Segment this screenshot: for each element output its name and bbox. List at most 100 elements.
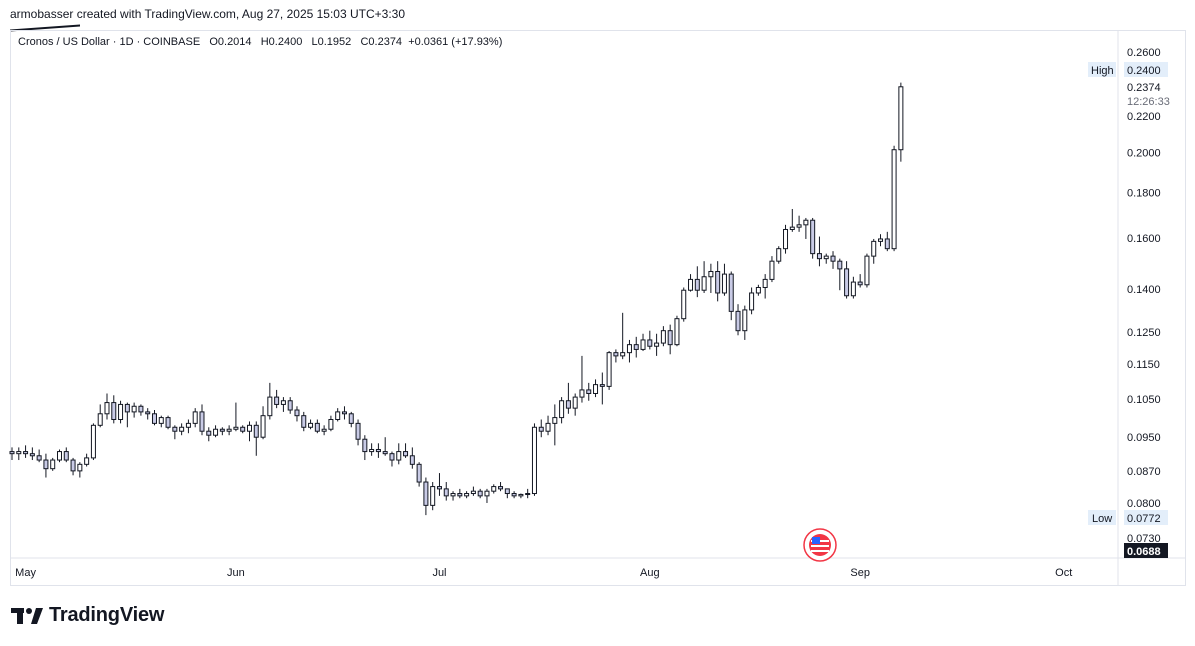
candle-body	[416, 463, 422, 483]
candle-body	[301, 415, 307, 428]
candle-body	[749, 292, 755, 311]
candle	[294, 406, 300, 422]
candle	[776, 246, 782, 264]
tradingview-brand[interactable]: TradingView	[11, 604, 164, 627]
candle	[498, 482, 504, 492]
candle	[443, 482, 449, 501]
candle	[199, 404, 205, 436]
candle-body	[172, 426, 178, 432]
candle	[23, 445, 29, 458]
candle	[90, 423, 96, 461]
candle	[341, 406, 347, 420]
candle-body	[240, 426, 246, 432]
candle	[762, 274, 768, 299]
candle-body	[23, 451, 29, 455]
candle-body	[111, 402, 117, 421]
candle-body	[199, 411, 205, 432]
candle	[131, 402, 137, 418]
candle-body	[36, 455, 42, 461]
candle	[314, 419, 320, 434]
candle	[511, 491, 517, 499]
candle-body	[667, 330, 673, 346]
candle-body	[56, 451, 62, 461]
candle	[328, 415, 334, 432]
candle	[56, 449, 62, 463]
candle	[531, 423, 537, 496]
candle	[491, 484, 497, 494]
candle-body	[552, 417, 558, 424]
candle-body	[84, 457, 90, 465]
candle	[267, 382, 273, 420]
candle	[416, 462, 422, 487]
candle-body	[280, 400, 286, 405]
symbol-name[interactable]: Cronos / US Dollar · 1D · COINBASE	[18, 36, 201, 48]
candle-body	[538, 426, 544, 432]
candle	[436, 473, 442, 496]
candle-body	[341, 411, 347, 415]
candle	[179, 423, 185, 436]
candle-body	[409, 455, 415, 465]
candle-body	[226, 428, 232, 432]
candle-body	[70, 459, 76, 472]
time-tick-label: Jul	[432, 567, 446, 579]
candle-body	[43, 459, 49, 470]
candle	[579, 355, 585, 403]
candle	[70, 457, 76, 476]
candle-body	[287, 400, 293, 411]
candle	[871, 238, 877, 264]
candle-body	[606, 352, 612, 387]
candle	[287, 397, 293, 414]
candle-body	[450, 493, 456, 497]
candle-body	[789, 226, 795, 230]
candle-body	[470, 490, 476, 495]
candle-body	[104, 402, 110, 415]
candle-body	[681, 289, 687, 320]
candle	[850, 276, 856, 299]
candle-body	[457, 493, 463, 497]
time-axis[interactable]: May Jun Jul Aug Sep Oct	[15, 567, 1072, 579]
candle	[674, 315, 680, 347]
candle	[9, 447, 15, 461]
low-tag-label: Low	[1092, 513, 1112, 525]
candle	[151, 410, 157, 426]
cursor-price-tag: 0.0688	[1124, 543, 1168, 558]
candle-body	[362, 438, 368, 453]
candle	[545, 415, 551, 436]
candle	[219, 427, 225, 436]
candle	[158, 415, 164, 428]
candle	[260, 406, 266, 440]
candle	[450, 491, 456, 501]
candle-body	[803, 219, 809, 226]
candle-body	[375, 448, 381, 453]
candle	[84, 453, 90, 467]
price-axis[interactable]: 0.2600 0.2200 0.2000 0.1800 0.1600 0.1400 0.12…	[1127, 47, 1161, 545]
candle	[233, 402, 239, 432]
candle	[301, 411, 307, 432]
candle	[626, 339, 632, 363]
candle-body	[206, 430, 212, 436]
candle-body	[559, 400, 565, 419]
candle	[430, 482, 436, 511]
candle	[810, 217, 816, 259]
candle	[559, 397, 565, 424]
candle-body	[796, 224, 802, 228]
candle-body	[124, 403, 130, 413]
us-economic-event-icon[interactable]	[803, 528, 837, 562]
candle	[749, 287, 755, 315]
candle	[586, 382, 592, 401]
price-tick-label: 0.0800	[1127, 498, 1161, 510]
price-tick-label: 0.2000	[1127, 147, 1161, 159]
open-label: O	[209, 36, 218, 48]
price-tick-label: 0.1600	[1127, 233, 1161, 245]
close-value: 0.2374	[368, 36, 403, 48]
candle	[464, 491, 470, 499]
candle	[660, 326, 666, 347]
candle-body	[267, 396, 273, 417]
candle-body	[16, 451, 22, 455]
candle	[470, 486, 476, 496]
candle	[633, 336, 639, 358]
time-tick-label: May	[15, 567, 36, 579]
candle	[884, 231, 890, 252]
close-label: C	[360, 36, 369, 48]
